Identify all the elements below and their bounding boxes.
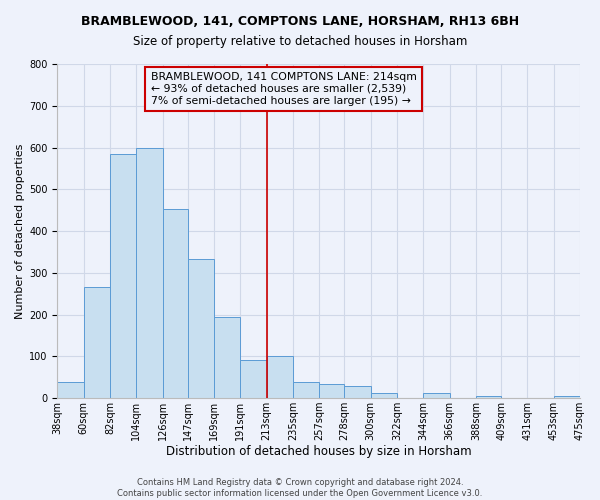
Bar — [241, 360, 266, 398]
Bar — [424, 393, 449, 398]
Bar — [554, 396, 580, 398]
Text: Size of property relative to detached houses in Horsham: Size of property relative to detached ho… — [133, 35, 467, 48]
Bar — [163, 209, 188, 398]
Bar — [319, 384, 344, 398]
Text: BRAMBLEWOOD, 141 COMPTONS LANE: 214sqm
← 93% of detached houses are smaller (2,5: BRAMBLEWOOD, 141 COMPTONS LANE: 214sqm ←… — [151, 72, 416, 106]
Text: Contains HM Land Registry data © Crown copyright and database right 2024.
Contai: Contains HM Land Registry data © Crown c… — [118, 478, 482, 498]
Bar — [266, 356, 293, 398]
Bar — [110, 154, 136, 398]
Bar — [58, 382, 83, 398]
Bar — [476, 396, 501, 398]
Bar — [214, 316, 241, 398]
Y-axis label: Number of detached properties: Number of detached properties — [15, 144, 25, 318]
Bar — [293, 382, 319, 398]
X-axis label: Distribution of detached houses by size in Horsham: Distribution of detached houses by size … — [166, 444, 472, 458]
Bar — [344, 386, 371, 398]
Text: BRAMBLEWOOD, 141, COMPTONS LANE, HORSHAM, RH13 6BH: BRAMBLEWOOD, 141, COMPTONS LANE, HORSHAM… — [81, 15, 519, 28]
Bar — [83, 288, 110, 398]
Bar — [371, 393, 397, 398]
Bar — [188, 259, 214, 398]
Bar — [136, 148, 163, 398]
